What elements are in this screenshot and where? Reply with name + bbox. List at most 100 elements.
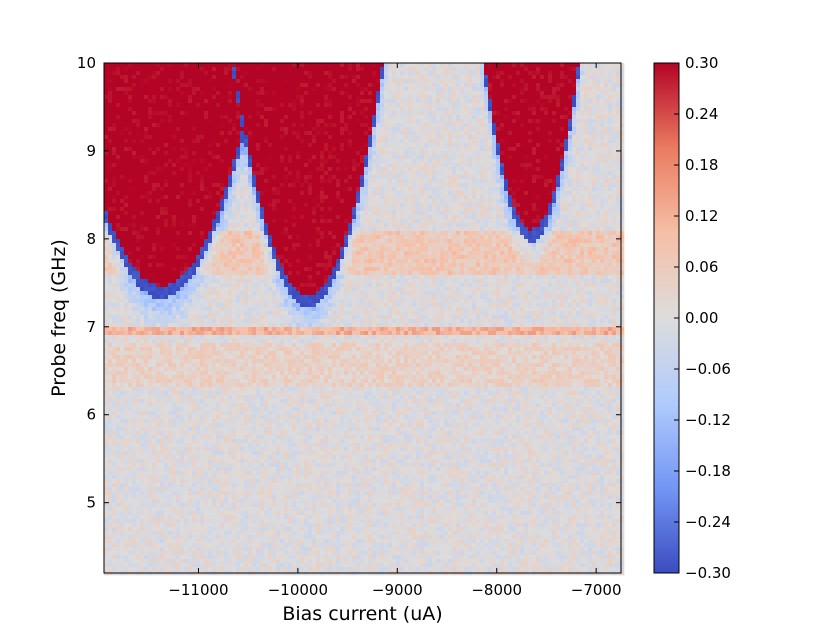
heatmap-cell xyxy=(188,95,193,100)
heatmap-cell xyxy=(588,199,593,204)
heatmap-cell xyxy=(200,215,205,220)
heatmap-cell xyxy=(476,75,481,80)
heatmap-cell xyxy=(312,147,317,152)
heatmap-cell xyxy=(452,187,457,192)
heatmap-cell xyxy=(200,151,205,156)
heatmap-cell xyxy=(104,87,109,92)
heatmap-cell xyxy=(392,171,397,176)
heatmap-cell xyxy=(120,131,125,136)
heatmap-cell xyxy=(528,131,533,136)
heatmap-cell xyxy=(520,87,525,92)
heatmap-cell xyxy=(276,107,281,112)
heatmap-cell xyxy=(540,159,545,164)
heatmap-cell xyxy=(204,199,209,204)
heatmap-cell xyxy=(224,203,229,208)
heatmap-cell xyxy=(472,131,477,136)
heatmap-cell xyxy=(520,83,525,88)
heatmap-cell xyxy=(484,79,489,84)
heatmap-cell xyxy=(320,99,325,104)
heatmap-cell xyxy=(204,155,209,160)
heatmap-cell xyxy=(300,63,305,68)
heatmap-cell xyxy=(124,175,129,180)
heatmap-cell xyxy=(132,167,137,172)
heatmap-cell xyxy=(316,87,321,92)
heatmap-cell xyxy=(520,63,525,68)
heatmap-cell xyxy=(116,167,121,172)
heatmap-cell xyxy=(336,211,341,216)
heatmap-cell xyxy=(332,91,337,96)
heatmap-cell xyxy=(572,211,577,216)
heatmap-cell xyxy=(576,135,581,140)
heatmap-cell xyxy=(204,87,209,92)
heatmap-cell xyxy=(244,135,249,140)
heatmap-cell xyxy=(188,135,193,140)
heatmap-cell xyxy=(188,203,193,208)
heatmap-cell xyxy=(496,199,501,204)
heatmap-cell xyxy=(276,95,281,100)
heatmap-cell xyxy=(548,131,553,136)
heatmap-cell xyxy=(580,123,585,128)
heatmap-cell xyxy=(332,83,337,88)
heatmap-cell xyxy=(320,139,325,144)
heatmap-cell xyxy=(544,167,549,172)
heatmap-cell xyxy=(564,79,569,84)
heatmap-cell xyxy=(228,183,233,188)
heatmap-cell xyxy=(248,135,253,140)
heatmap-cell xyxy=(228,79,233,84)
heatmap-cell xyxy=(216,83,221,88)
heatmap-cell xyxy=(396,155,401,160)
heatmap-cell xyxy=(532,151,537,156)
heatmap-cell xyxy=(568,115,573,120)
heatmap-cell xyxy=(500,99,505,104)
heatmap-cell xyxy=(324,99,329,104)
heatmap-cell xyxy=(572,115,577,120)
heatmap-cell xyxy=(424,151,429,156)
heatmap-cell xyxy=(352,171,357,176)
heatmap-cell xyxy=(380,91,385,96)
heatmap-cell xyxy=(388,87,393,92)
heatmap-cell xyxy=(412,99,417,104)
heatmap-cell xyxy=(580,67,585,72)
heatmap-cell xyxy=(616,79,621,84)
heatmap-cell xyxy=(380,103,385,108)
heatmap-cell xyxy=(612,183,617,188)
heatmap-cell xyxy=(416,139,421,144)
heatmap-cell xyxy=(104,211,109,216)
heatmap-cell xyxy=(200,211,205,216)
heatmap-cell xyxy=(300,171,305,176)
heatmap-cell xyxy=(360,103,365,108)
heatmap-cell xyxy=(192,115,197,120)
heatmap-cell xyxy=(368,143,373,148)
heatmap-cell xyxy=(444,203,449,208)
heatmap-cell xyxy=(272,127,277,132)
heatmap-cell xyxy=(384,163,389,168)
heatmap-cell xyxy=(480,155,485,160)
heatmap-cell xyxy=(612,119,617,124)
heatmap-cell xyxy=(544,211,549,216)
heatmap-cell xyxy=(288,107,293,112)
heatmap-cell xyxy=(348,195,353,200)
heatmap-cell xyxy=(264,91,269,96)
heatmap-cell xyxy=(168,71,173,76)
heatmap-cell xyxy=(484,71,489,76)
heatmap-cell xyxy=(144,163,149,168)
heatmap-cell xyxy=(280,63,285,68)
heatmap-cell xyxy=(276,179,281,184)
heatmap-cell xyxy=(216,103,221,108)
heatmap-cell xyxy=(172,203,177,208)
heatmap-cell xyxy=(480,207,485,212)
heatmap-cell xyxy=(132,131,137,136)
heatmap-cell xyxy=(360,183,365,188)
heatmap-cell xyxy=(164,103,169,108)
heatmap-cell xyxy=(312,99,317,104)
heatmap-cell xyxy=(440,75,445,80)
heatmap-cell xyxy=(620,67,625,72)
heatmap-cell xyxy=(220,83,225,88)
heatmap-cell xyxy=(164,155,169,160)
heatmap-cell xyxy=(128,83,133,88)
heatmap-cell xyxy=(304,131,309,136)
heatmap-cell xyxy=(352,191,357,196)
heatmap-cell xyxy=(104,175,109,180)
heatmap-cell xyxy=(292,143,297,148)
heatmap-cell xyxy=(364,75,369,80)
